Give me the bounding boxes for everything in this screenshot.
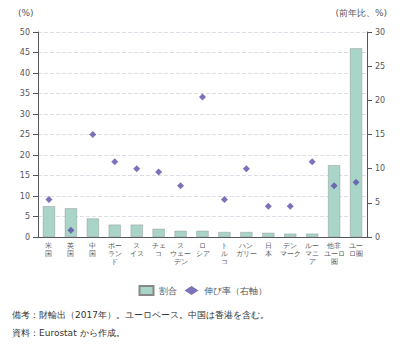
svg-text:30: 30 [375, 28, 385, 37]
svg-text:ア: ア [309, 258, 316, 266]
svg-text:ス: ス [133, 242, 140, 250]
svg-text:ハン: ハン [238, 242, 253, 250]
svg-text:本: 本 [265, 250, 272, 258]
svg-text:圏: 圏 [331, 258, 338, 266]
svg-text:マニ: マニ [305, 250, 319, 258]
svg-text:マーク: マーク [280, 250, 301, 258]
svg-text:20: 20 [20, 151, 30, 160]
svg-text:他非: 他非 [327, 242, 341, 250]
svg-text:ガリー: ガリー [236, 250, 257, 258]
svg-text:(前年比、%): (前年比、%) [335, 8, 387, 18]
svg-text:日: 日 [265, 242, 272, 250]
svg-text:ユーロ: ユーロ [324, 250, 345, 258]
svg-text:20: 20 [375, 96, 385, 105]
svg-text:45: 45 [20, 48, 30, 57]
svg-text:ロ: ロ [199, 242, 206, 250]
svg-text:0: 0 [375, 233, 380, 242]
svg-text:ラン: ラン [108, 250, 122, 258]
svg-text:25: 25 [375, 62, 385, 71]
svg-text:伸び率（右軸）: 伸び率（右軸） [204, 286, 267, 296]
svg-text:イス: イス [130, 250, 144, 258]
svg-text:デン: デン [283, 242, 297, 250]
svg-text:5: 5 [25, 212, 30, 221]
svg-text:国: 国 [45, 250, 52, 258]
svg-text:備考：財輸出（2017年）。ユーロベース。中国は香港を含む。: 備考：財輸出（2017年）。ユーロベース。中国は香港を含む。 [12, 310, 269, 320]
svg-text:15: 15 [20, 171, 30, 180]
svg-text:国: 国 [89, 250, 96, 258]
svg-text:米: 米 [45, 242, 52, 250]
svg-text:ト: ト [221, 242, 228, 250]
svg-text:10: 10 [20, 192, 30, 201]
svg-text:25: 25 [20, 130, 30, 139]
svg-text:ルー: ルー [305, 242, 319, 250]
svg-text:(%): (%) [18, 8, 34, 18]
svg-text:15: 15 [375, 130, 385, 139]
svg-text:10: 10 [375, 164, 385, 173]
svg-text:コ: コ [155, 250, 162, 258]
svg-text:5: 5 [375, 198, 380, 207]
svg-text:50: 50 [20, 28, 30, 37]
svg-text:ウェー: ウェー [170, 250, 191, 258]
svg-text:ル: ル [221, 250, 228, 258]
svg-text:割合: 割合 [159, 286, 177, 296]
svg-text:0: 0 [25, 233, 30, 242]
svg-text:ロ圏: ロ圏 [349, 250, 363, 258]
svg-text:ポー: ポー [108, 242, 122, 250]
svg-text:ド: ド [111, 258, 118, 266]
svg-text:40: 40 [20, 69, 30, 78]
svg-text:チェ: チェ [152, 242, 166, 250]
svg-text:ス: ス [177, 242, 184, 250]
svg-text:資料：Eurostat から作成。: 資料：Eurostat から作成。 [12, 328, 125, 338]
svg-text:シア: シア [196, 250, 210, 258]
svg-text:中: 中 [89, 242, 96, 250]
svg-text:コ: コ [221, 258, 228, 266]
svg-text:35: 35 [20, 89, 30, 98]
svg-text:デン: デン [174, 258, 188, 266]
svg-text:ユー: ユー [349, 242, 363, 250]
svg-text:30: 30 [20, 110, 30, 119]
svg-text:英: 英 [67, 242, 74, 250]
svg-text:国: 国 [67, 250, 74, 258]
